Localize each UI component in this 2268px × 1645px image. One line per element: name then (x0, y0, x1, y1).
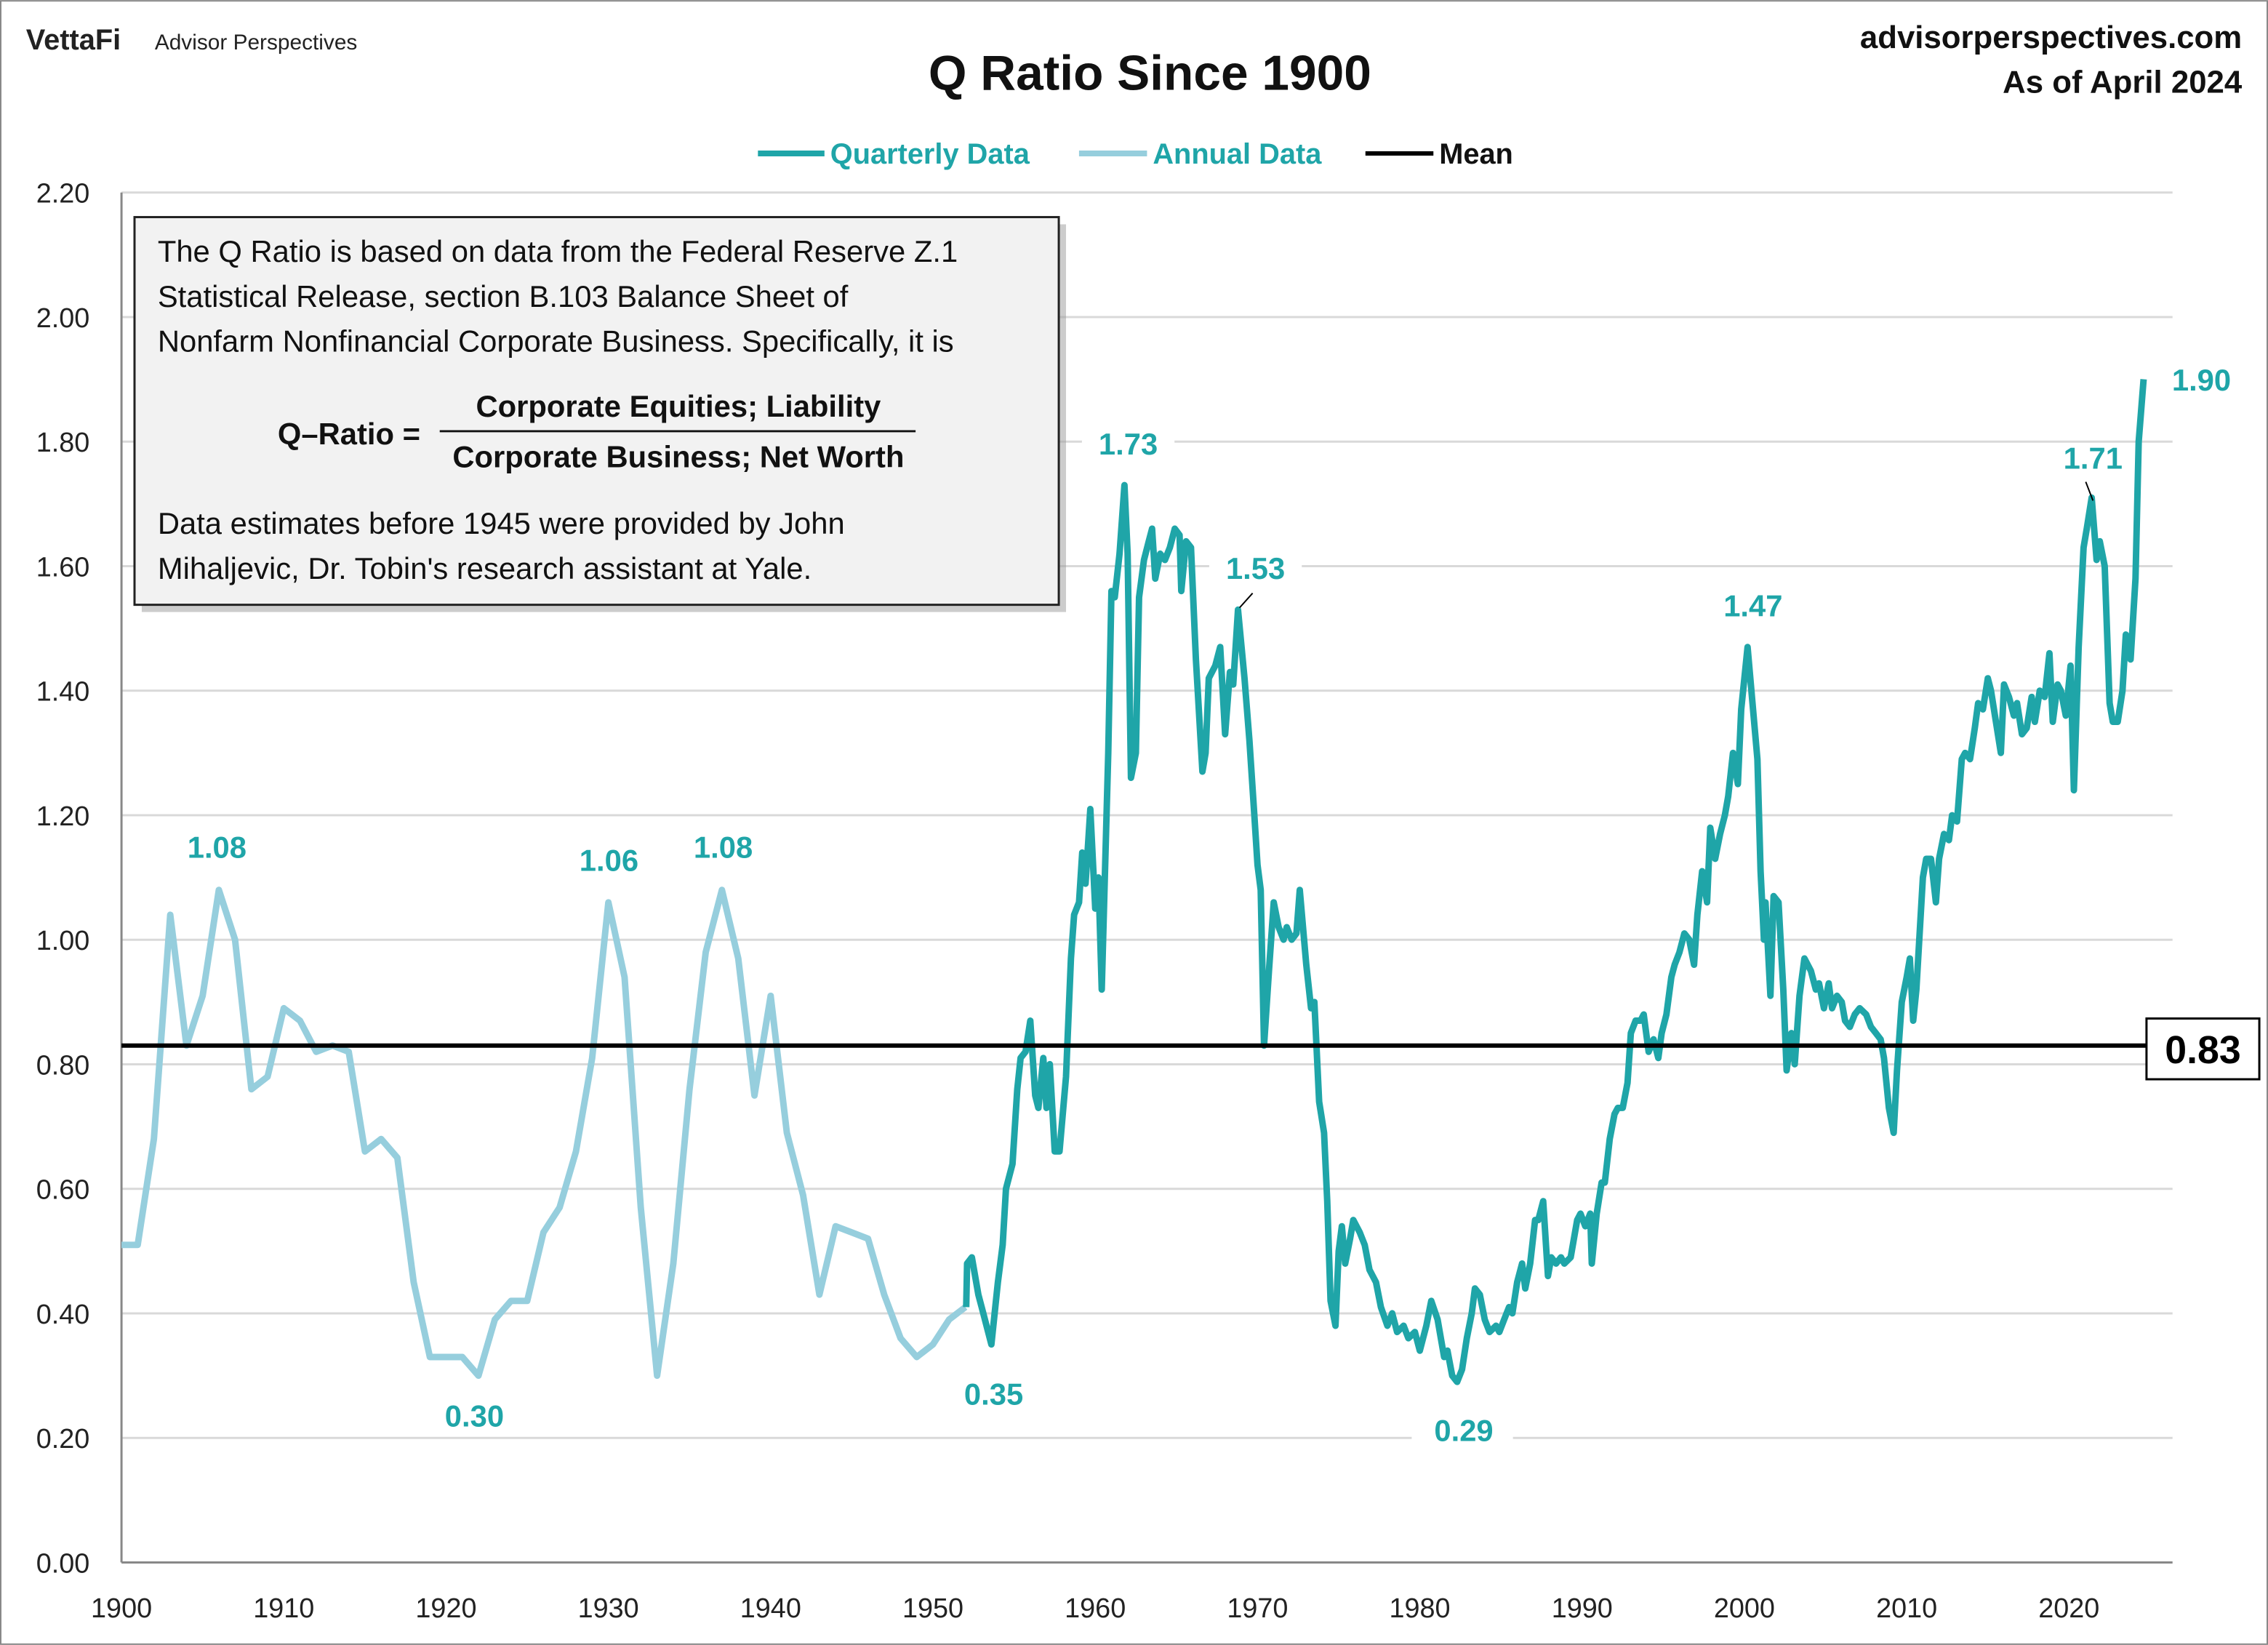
annotation-peak-1930: 1.06 (580, 844, 638, 878)
x-tick-label: 1950 (902, 1593, 963, 1624)
x-axis: 1900 1910 1920 1930 1940 1950 1960 1970 1980 1990… (91, 1593, 2099, 1624)
y-tick-label: 0.20 (36, 1424, 90, 1454)
y-tick-label: 0.60 (36, 1175, 90, 1206)
y-tick-label: 1.80 (36, 428, 90, 458)
info-footer-line: Mihaljevic, Dr. Tobin's research assista… (158, 551, 812, 585)
x-tick-label: 1940 (740, 1593, 801, 1624)
mean-value-box (2145, 1017, 2261, 1081)
label-bg (1081, 420, 1175, 463)
label-bg (1209, 544, 1302, 588)
x-tick-label: 1980 (1390, 1593, 1451, 1624)
y-axis: 0.00 0.20 0.40 0.60 0.80 1.00 1.20 1.40 1.60 1.80… (36, 179, 90, 1580)
y-tick-label: 2.00 (36, 303, 90, 334)
annotation-leader-1968 (1238, 593, 1254, 609)
x-tick-label: 1900 (91, 1593, 152, 1624)
legend-label-annual: Annual Data (1153, 138, 1322, 170)
x-tick-label: 1990 (1552, 1593, 1613, 1624)
info-footer-line: Data estimates before 1945 were provided… (158, 506, 845, 540)
vettafi-logo: VettaFi (26, 24, 121, 56)
x-tick-label: 2020 (2038, 1593, 2099, 1624)
x-tick-label: 1920 (415, 1593, 476, 1624)
label-bg (1411, 1407, 1513, 1452)
legend: Quarterly Data Annual Data Mean (758, 138, 1513, 170)
x-tick-label: 1910 (253, 1593, 314, 1624)
label-bg (425, 1391, 524, 1436)
y-tick-label: 0.00 (36, 1548, 90, 1579)
info-line: Nonfarm Nonfinancial Corporate Business.… (158, 324, 954, 359)
annotation-peak-2000: 1.47 (1723, 589, 1782, 623)
x-tick-label: 2010 (1876, 1593, 1937, 1624)
x-tick-label: 1930 (578, 1593, 639, 1624)
y-tick-label: 1.00 (36, 926, 90, 956)
advisor-perspectives-logo: Advisor Perspectives (155, 31, 358, 55)
quarterly-data-line (963, 379, 2147, 1385)
info-box: The Q Ratio is based on data from the Fe… (133, 216, 1067, 612)
annotation-peak-1968: 1.53 (1226, 551, 1285, 585)
info-line: The Q Ratio is based on data from the Fe… (158, 234, 958, 268)
info-box-panel (133, 216, 1060, 607)
formula-numerator: Corporate Equities; Liability (476, 389, 881, 423)
mean-value-label: 0.83 (2165, 1028, 2241, 1072)
annotation-leader-2021 (2085, 481, 2094, 501)
annotation-peak-1962: 1.73 (1099, 427, 1158, 461)
annotation-peak-1906: 1.08 (188, 830, 247, 865)
formula-label: Q–Ratio = (278, 417, 420, 451)
info-line: Statistical Release, section B.103 Balan… (158, 279, 849, 313)
site-name: advisorperspectives.com (1860, 20, 2242, 55)
annual-data-line (121, 886, 968, 1380)
annotation-low-1982: 0.29 (1434, 1413, 1493, 1447)
y-tick-label: 1.40 (36, 677, 90, 708)
y-tick-label: 0.40 (36, 1300, 90, 1330)
formula-denominator: Corporate Business; Net Worth (452, 440, 904, 474)
x-tick-label: 1960 (1065, 1593, 1126, 1624)
annotation-low-1953: 0.35 (964, 1377, 1023, 1412)
y-tick-label: 1.60 (36, 552, 90, 583)
legend-label-quarterly: Quarterly Data (830, 138, 1030, 170)
as-of-date: As of April 2024 (2003, 64, 2243, 100)
annotation-peak-2021: 1.71 (2064, 441, 2123, 476)
chart-title: Q Ratio Since 1900 (929, 46, 1371, 100)
annotation-latest: 1.90 (2172, 363, 2231, 397)
annotation-peak-1937: 1.08 (694, 830, 753, 865)
annotation-low-1922: 0.30 (445, 1398, 504, 1433)
legend-label-mean: Mean (1439, 138, 1513, 170)
y-tick-label: 2.20 (36, 179, 90, 209)
x-tick-label: 2000 (1714, 1593, 1775, 1624)
y-tick-label: 0.80 (36, 1050, 90, 1081)
x-tick-label: 1970 (1227, 1593, 1288, 1624)
y-tick-label: 1.20 (36, 801, 90, 832)
